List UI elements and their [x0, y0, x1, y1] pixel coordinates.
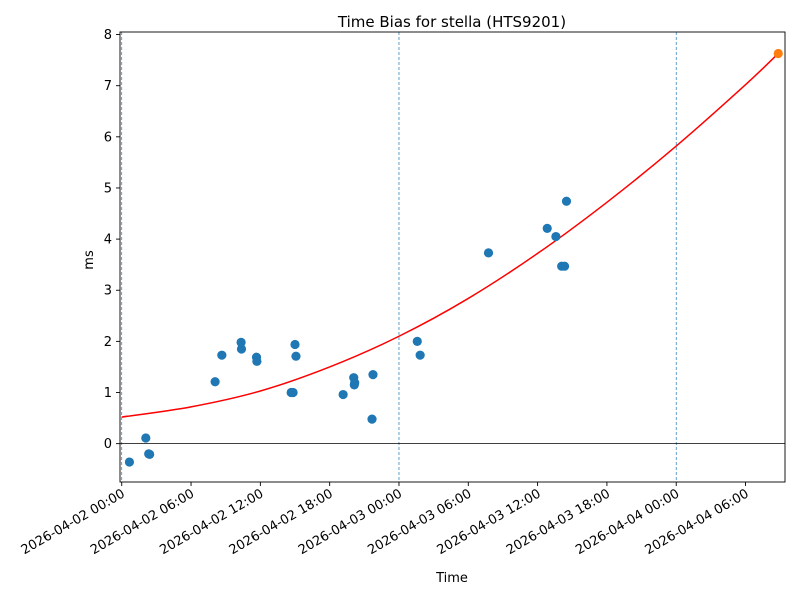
projected-point	[773, 48, 783, 59]
y-tick-label: 2	[104, 335, 112, 350]
data-point	[561, 196, 572, 206]
data-point	[542, 223, 552, 233]
data-point	[551, 231, 561, 242]
data-point	[210, 377, 220, 387]
y-tick-label: 5	[104, 181, 112, 196]
data-point	[145, 449, 155, 459]
data-point	[415, 350, 425, 360]
y-tick-label: 1	[104, 386, 112, 401]
y-tick-label: 3	[104, 284, 112, 299]
data-point	[217, 350, 227, 360]
data-point	[367, 414, 377, 424]
plot-frame	[119, 31, 786, 483]
data-point	[412, 336, 422, 346]
data-point	[290, 339, 300, 350]
chart-title: Time Bias for stella (HTS9201)	[337, 13, 566, 31]
y-tick-label: 8	[104, 28, 112, 43]
data-point	[350, 378, 360, 388]
data-point	[124, 457, 135, 467]
data-point	[368, 370, 378, 380]
data-point	[236, 337, 246, 347]
y-tick-label: 6	[104, 130, 112, 145]
y-tick-label: 0	[104, 437, 112, 452]
data-point	[483, 248, 494, 258]
x-axis-title: Time	[435, 571, 468, 586]
data-point	[236, 344, 247, 354]
y-tick-label: 4	[104, 233, 112, 248]
fit-curve	[121, 52, 779, 418]
data-point	[291, 351, 301, 361]
data-point	[338, 389, 348, 400]
data-point	[288, 387, 298, 398]
y-axis-title: ms	[82, 250, 97, 270]
data-point	[141, 433, 151, 443]
data-point	[252, 356, 262, 366]
y-tick-label: 7	[104, 79, 112, 94]
data-point	[559, 261, 570, 271]
